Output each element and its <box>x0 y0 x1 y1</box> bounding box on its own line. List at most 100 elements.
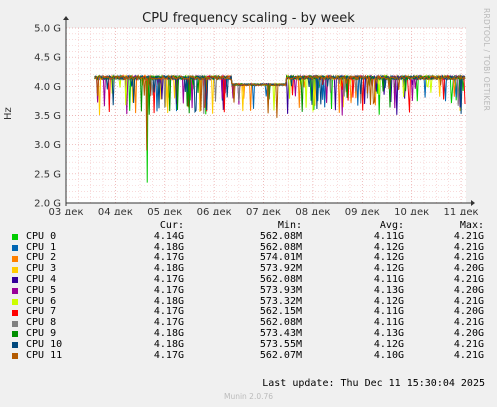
legend-min: 562.08M <box>259 230 302 242</box>
last-update: Last update: Thu Dec 11 15:30:04 2025 <box>262 378 485 389</box>
legend-series-name: CPU 2 <box>26 252 57 264</box>
legend-avg: 4.13G <box>373 284 404 296</box>
legend-avg: 4.12G <box>373 263 404 275</box>
legend-avg: 4.11G <box>373 317 404 329</box>
x-tick-label: 07 дек <box>246 207 281 215</box>
legend-header: Cur: Min: Avg: Max: <box>12 220 492 232</box>
legend-avg: 4.12G <box>373 295 404 307</box>
series-line-cpu-11 <box>94 74 466 118</box>
legend-min: 562.07M <box>259 349 302 361</box>
x-tick-label: 03 дек <box>48 207 83 215</box>
x-tick-label: 06 дек <box>197 207 232 215</box>
legend-max: 4.20G <box>453 284 484 296</box>
legend-row-cpu-9: CPU 9 4.18G 573.43M 4.13G 4.20G <box>12 327 492 340</box>
y-axis-arrow <box>63 16 69 20</box>
legend-series-name: CPU 10 <box>26 338 63 350</box>
legend-min: 562.15M <box>259 306 302 318</box>
legend-min: 574.01M <box>259 252 302 264</box>
legend-avg: 4.11G <box>373 230 404 242</box>
legend-series-name: CPU 8 <box>26 317 57 329</box>
x-tick-label: 04 дек <box>98 207 133 215</box>
legend-max: 4.21G <box>453 295 484 307</box>
legend-row-cpu-10: CPU 10 4.18G 573.55M 4.12G 4.21G <box>12 338 492 351</box>
legend-avg: 4.12G <box>373 241 404 253</box>
legend-cur: 4.17G <box>153 317 184 329</box>
legend-series-name: CPU 6 <box>26 295 57 307</box>
legend-min: 573.93M <box>259 284 302 296</box>
legend-series-name: CPU 11 <box>26 349 63 361</box>
legend-cur: 4.18G <box>153 241 184 253</box>
legend-max: 4.21G <box>453 317 484 329</box>
legend-cur: 4.18G <box>153 263 184 275</box>
legend-avg: 4.10G <box>373 349 404 361</box>
legend-row-cpu-11: CPU 11 4.17G 562.07M 4.10G 4.21G <box>12 349 492 362</box>
legend-swatch <box>12 234 18 241</box>
legend-series-name: CPU 1 <box>26 241 57 253</box>
legend-cur: 4.17G <box>153 349 184 361</box>
legend-avg: 4.11G <box>373 273 404 285</box>
y-tick-label: 3.5 G <box>34 111 61 122</box>
header-max: Max: <box>459 220 484 231</box>
legend-row-cpu-3: CPU 3 4.18G 573.92M 4.12G 4.20G <box>12 263 492 275</box>
legend-series-name: CPU 9 <box>26 327 57 339</box>
legend-max: 4.20G <box>453 327 484 339</box>
legend-swatch <box>12 255 18 262</box>
x-tick-label: 08 дек <box>295 207 330 215</box>
legend-series-name: CPU 3 <box>26 263 57 275</box>
y-tick-label: 3.0 G <box>34 140 61 151</box>
legend-max: 4.21G <box>453 273 484 285</box>
legend-max: 4.21G <box>453 241 484 253</box>
legend-avg: 4.12G <box>373 252 404 264</box>
y-tick-label: 2.5 G <box>34 169 61 180</box>
legend-max: 4.20G <box>453 306 484 318</box>
legend-swatch <box>12 320 18 327</box>
legend-min: 562.08M <box>259 317 302 329</box>
legend-cur: 4.17G <box>153 252 184 264</box>
legend-series-name: CPU 0 <box>26 230 57 242</box>
legend-row-cpu-6: CPU 6 4.18G 573.32M 4.12G 4.21G <box>12 295 492 308</box>
legend-series-name: CPU 7 <box>26 306 57 318</box>
cpu-frequency-chart: 2.0 G 2.5 G 3.0 G 3.5 G 4.0 G 4.5 G 5.0 G 03 де… <box>34 16 479 215</box>
y-tick-label: 2.0 G <box>34 199 61 210</box>
rrdtool-watermark: RRDTOOL / TOBI OETIKER <box>482 8 491 112</box>
legend-swatch <box>12 331 18 338</box>
legend-max: 4.21G <box>453 349 484 361</box>
chart-title: CPU frequency scaling - by week <box>142 11 355 26</box>
legend-row-cpu-0: CPU 0 4.14G 562.08M 4.11G 4.21G <box>12 230 492 243</box>
legend-min: 562.08M <box>259 241 302 253</box>
legend-cur: 4.14G <box>153 230 184 242</box>
legend-swatch <box>12 353 18 360</box>
y-tick-label: 5.0 G <box>34 24 61 35</box>
legend-cur: 4.17G <box>153 284 184 296</box>
series-dip-cpu-11 <box>145 80 148 151</box>
legend-row-cpu-4: CPU 4 4.17G 562.08M 4.11G 4.21G <box>12 273 492 286</box>
legend-min: 573.92M <box>259 263 302 275</box>
legend-max: 4.20G <box>453 263 484 275</box>
legend-avg: 4.13G <box>373 327 404 339</box>
legend-cur: 4.18G <box>153 338 184 350</box>
munin-version: Munin 2.0.76 <box>223 392 274 401</box>
legend-max: 4.21G <box>453 338 484 350</box>
legend-swatch <box>12 288 18 295</box>
legend-avg: 4.11G <box>373 306 404 318</box>
x-axis-arrow <box>471 200 475 206</box>
legend-max: 4.21G <box>453 252 484 264</box>
legend-cur: 4.17G <box>153 306 184 318</box>
legend-swatch <box>12 309 18 316</box>
header-avg: Avg: <box>379 220 404 231</box>
legend-row-cpu-5: CPU 5 4.17G 573.93M 4.13G 4.20G <box>12 284 492 297</box>
legend-swatch <box>12 299 18 306</box>
legend-swatch <box>12 277 18 284</box>
header-min: Min: <box>277 220 302 231</box>
legend-row-cpu-7: CPU 7 4.17G 562.15M 4.11G 4.20G <box>12 307 492 318</box>
x-tick-label: 11 дек <box>444 207 479 215</box>
legend-cur: 4.18G <box>153 295 184 307</box>
legend-row-cpu-8: CPU 8 4.17G 562.08M 4.11G 4.21G <box>12 317 492 329</box>
legend-series-name: CPU 5 <box>26 284 57 296</box>
legend-min: 573.55M <box>259 338 302 350</box>
legend-avg: 4.12G <box>373 338 404 350</box>
legend-min: 573.32M <box>259 295 302 307</box>
y-tick-label: 4.0 G <box>34 82 61 93</box>
legend-swatch <box>12 245 18 252</box>
legend-row-cpu-2: CPU 2 4.17G 574.01M 4.12G 4.21G <box>12 253 492 264</box>
